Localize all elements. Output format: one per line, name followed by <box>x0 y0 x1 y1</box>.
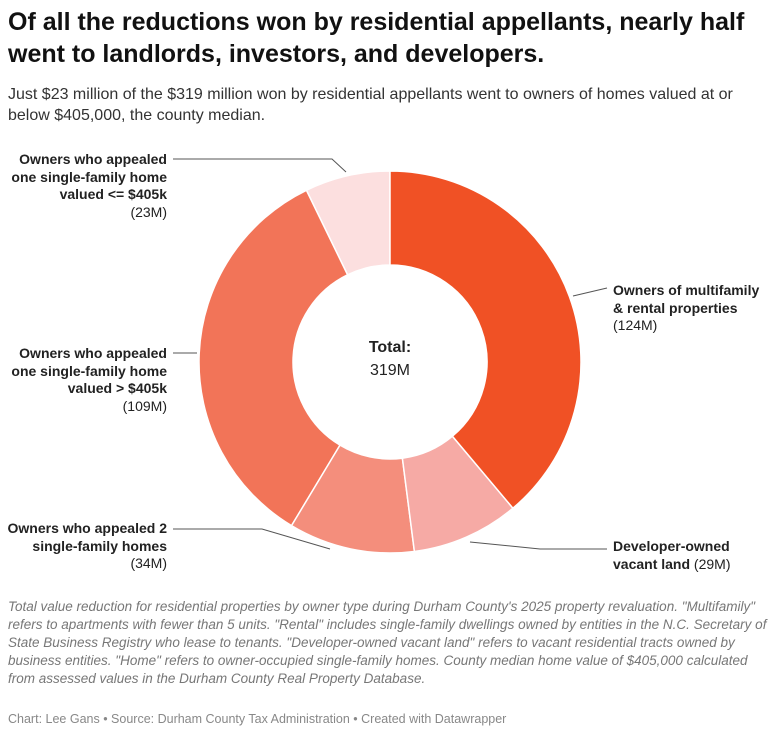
slice-name: Owners who appealed 2 single-family home… <box>7 520 168 554</box>
leader-line <box>469 541 607 550</box>
leader-line <box>173 528 331 550</box>
subtitle: Just $23 million of the $319 million won… <box>8 86 733 124</box>
slice-value: (34M) <box>130 555 167 571</box>
slice-label: Owners who appealed one single-family ho… <box>2 151 167 221</box>
notes: Total value reduction for residential pr… <box>8 599 767 686</box>
center-total: 319M <box>370 362 410 379</box>
slice-name: Owners who appealed one single-family ho… <box>11 151 167 202</box>
slice-label: Owners who appealed 2 single-family home… <box>0 520 168 573</box>
slice-value: (23M) <box>130 203 167 220</box>
slice <box>389 170 582 510</box>
slice-label: Developer-owned vacant land (29M) <box>613 538 743 573</box>
slice-name: Developer-owned vacant land <box>613 538 730 572</box>
slice <box>198 189 349 527</box>
center-title: Total: <box>369 339 411 356</box>
slice <box>401 435 514 553</box>
slice-value: (109M) <box>122 397 167 414</box>
slice-name: Owners of multifamily & rental propertie… <box>613 282 760 316</box>
chart: Total: 319M <box>173 158 608 554</box>
slice-value: (29M) <box>693 555 731 572</box>
leader-line <box>173 158 347 173</box>
leader-line <box>572 287 608 297</box>
slice <box>290 444 416 554</box>
slice-name: Owners who appealed one single-family ho… <box>11 345 167 396</box>
slice-value: (124M) <box>613 317 658 333</box>
footer: Chart: Lee Gans • Source: Durham County … <box>8 712 507 726</box>
leader-lines <box>173 158 608 550</box>
slice-label: Owners who appealed one single-family ho… <box>2 345 167 415</box>
title: Of all the reductions won by residential… <box>8 8 745 68</box>
slice-label: Owners of multifamily & rental propertie… <box>613 282 773 335</box>
